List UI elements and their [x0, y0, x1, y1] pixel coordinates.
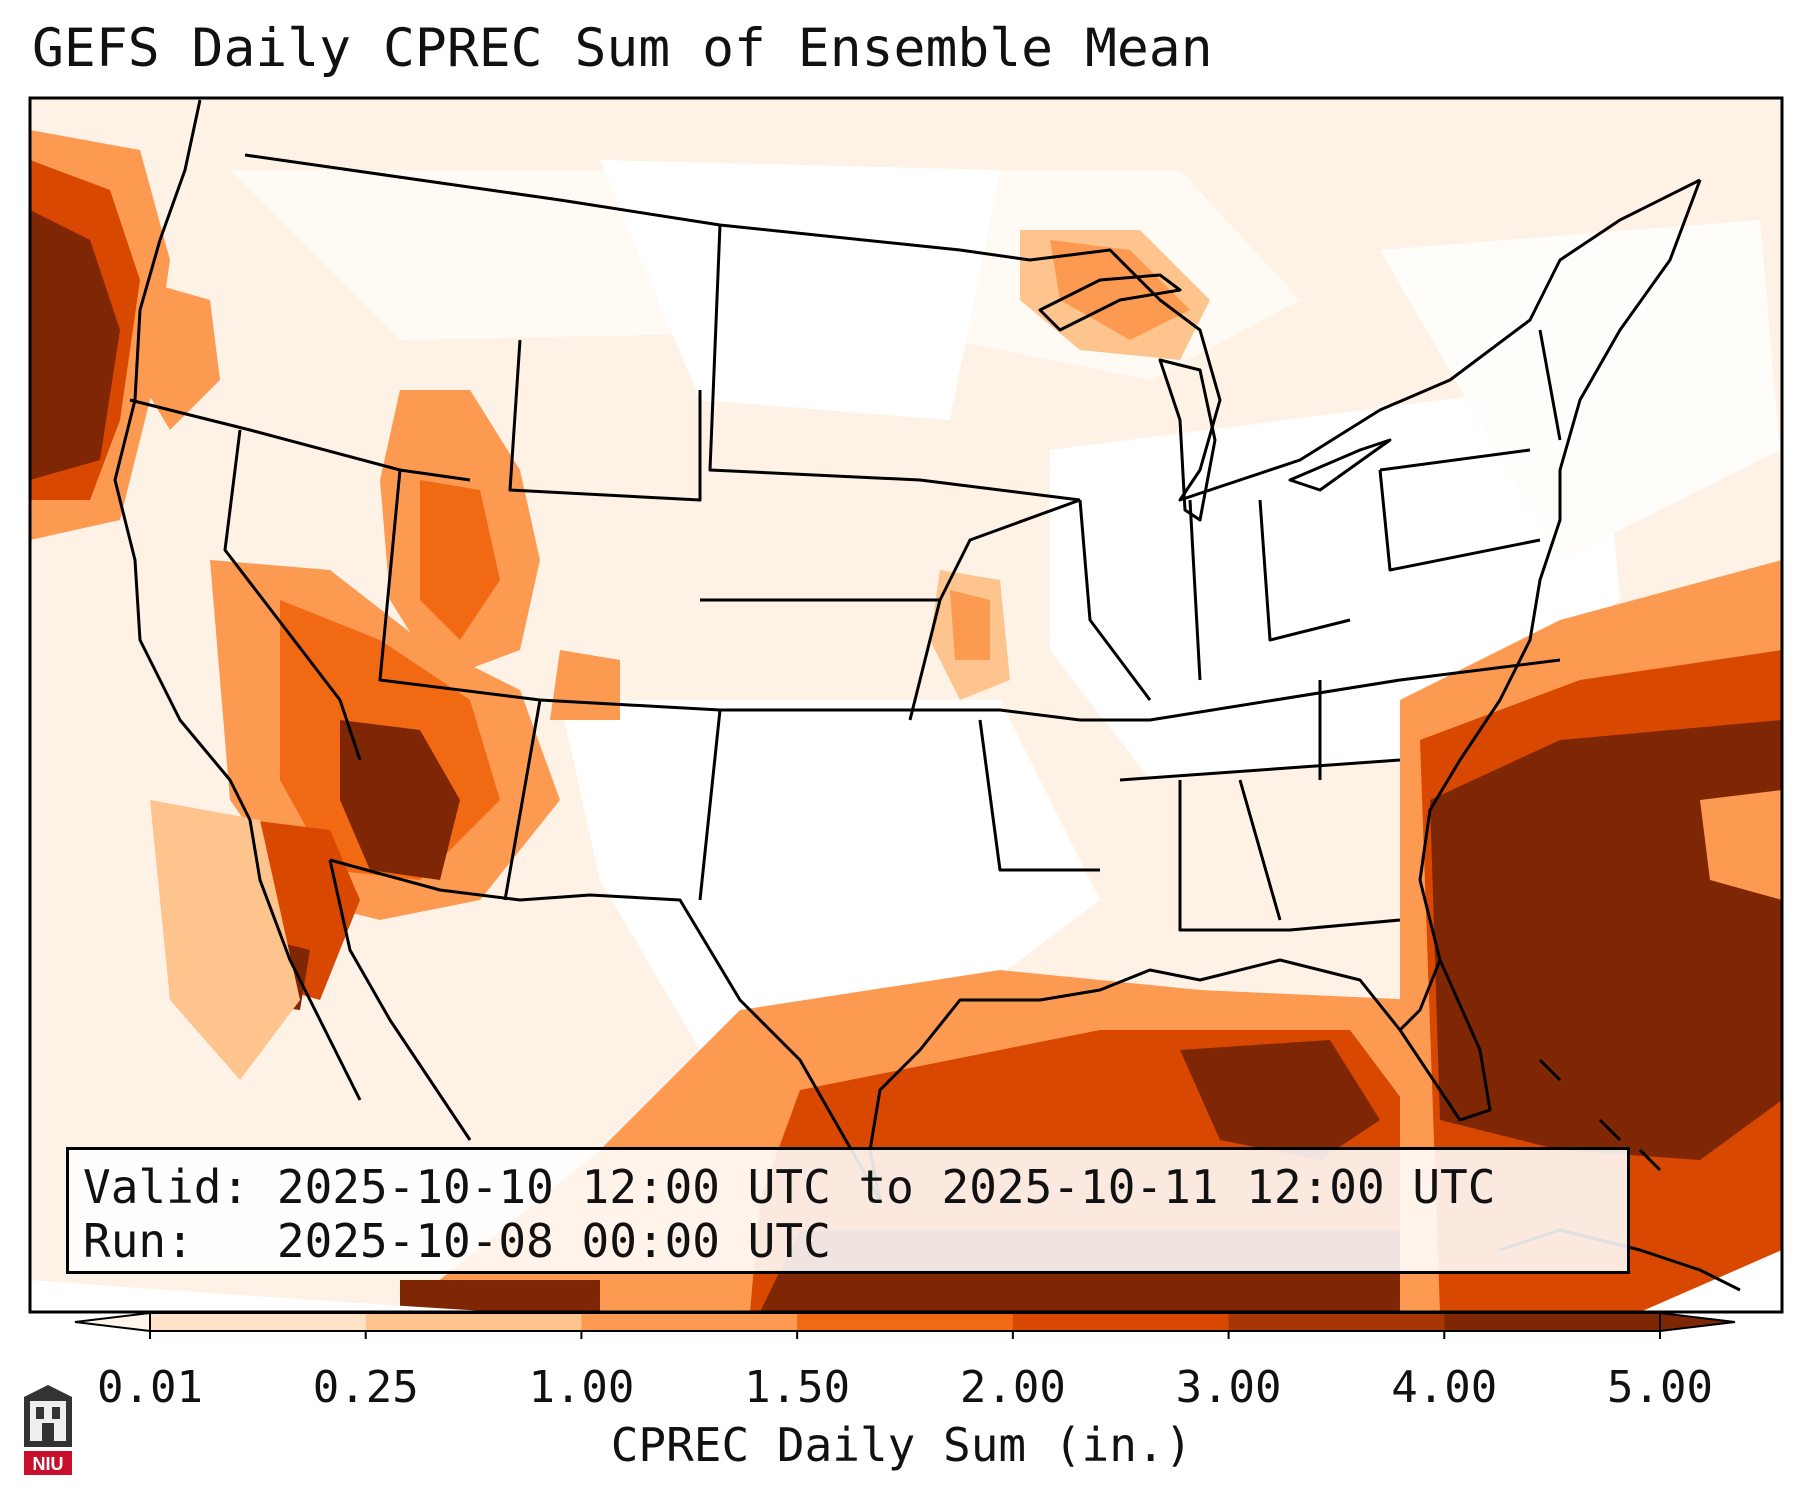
bahamas [1538, 1058, 1662, 1172]
lake-superior [1038, 273, 1182, 332]
state-line-10 [1080, 658, 1561, 722]
state-line-12 [1178, 780, 1401, 932]
state-line-15 [1258, 499, 1351, 642]
state-line-7 [503, 699, 542, 901]
state-line-9 [978, 719, 1100, 872]
run-value: 2025-10-08 00:00 UTC [276, 1214, 831, 1268]
state-line-17 [1379, 448, 1531, 472]
niu-logo: NIU [24, 1385, 72, 1475]
colorbar-tick-label: 2.00 [960, 1362, 1066, 1413]
colorbar-segment [1228, 1313, 1445, 1331]
state-line-16 [1378, 469, 1541, 572]
colorbar-tick-label: 1.00 [528, 1362, 634, 1413]
lake-michigan [1158, 358, 1217, 522]
state-line-5 [708, 224, 1081, 502]
precip-field [30, 130, 1782, 1312]
colorbar-extend-right [1659, 1311, 1736, 1333]
colorbar-tick-label: 5.00 [1607, 1362, 1713, 1413]
state-line-13 [1078, 499, 1152, 701]
state-line-18 [1538, 329, 1562, 441]
colorbar-label: CPREC Daily Sum (in.) [610, 1418, 1193, 1472]
colorbar-tick-label: 0.01 [97, 1362, 203, 1413]
map-title: GEFS Daily CPREC Sum of Ensemble Mean [32, 18, 1213, 79]
valid-value: 2025-10-10 12:00 UTC to 2025-10-11 12:00… [276, 1160, 1496, 1214]
state-line-11 [1119, 758, 1401, 782]
state-line-20 [1238, 779, 1282, 921]
canada-border [244, 153, 961, 252]
colorbar-segment [150, 1313, 367, 1331]
colorbar-extend-left [74, 1311, 151, 1333]
colorbar-tick-label: 4.00 [1391, 1362, 1497, 1413]
state-line-21 [908, 599, 942, 721]
valid-label: Valid: [83, 1160, 250, 1214]
state-line-2 [223, 429, 362, 761]
baja-peninsula [328, 859, 472, 1141]
great-lakes-shore [959, 178, 1701, 502]
gulf-coast [868, 958, 1402, 1201]
borders [113, 99, 1741, 1292]
colorbar-tick-label: 3.00 [1176, 1362, 1282, 1413]
east-coast [1398, 179, 1702, 1122]
colorbar-segment [365, 1313, 582, 1331]
state-line-4 [508, 339, 702, 502]
niu-logo-text: NIU [33, 1454, 64, 1474]
state-line-14 [1188, 499, 1202, 681]
west-coast [113, 99, 362, 1101]
state-line-6 [700, 498, 1081, 602]
colorbar-tick-label: 1.50 [744, 1362, 850, 1413]
validity-info-box: Valid: 2025-10-10 12:00 UTC to 2025-10-1… [66, 1147, 1630, 1274]
colorbar-segment [581, 1313, 798, 1331]
colorbar-segment [797, 1313, 1014, 1331]
state-line-1 [129, 398, 471, 482]
colorbar-segment [1444, 1313, 1661, 1331]
colorbar: 0.01 0.25 1.00 1.50 2.00 3.00 4.00 5.00 [74, 1311, 1736, 1413]
colorbar-segment [1012, 1313, 1230, 1331]
florida [1398, 959, 1442, 1032]
colorbar-tick-label: 0.25 [313, 1362, 419, 1413]
state-line-8 [698, 709, 722, 901]
run-label: Run: [83, 1214, 194, 1268]
lake-erie [1288, 438, 1392, 492]
colorbar-frame [149, 1312, 1661, 1332]
mexico-border [329, 858, 882, 1201]
state-line-3 [378, 469, 1081, 722]
